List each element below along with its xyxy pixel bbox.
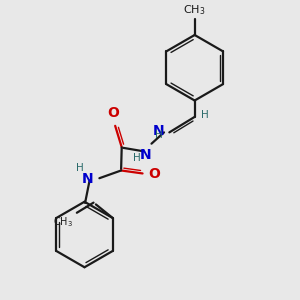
Text: N: N (140, 148, 151, 162)
Text: CH$_3$: CH$_3$ (53, 215, 73, 229)
Text: N: N (82, 172, 93, 186)
Text: H: H (155, 130, 163, 140)
Text: O: O (148, 167, 160, 181)
Text: O: O (108, 106, 120, 121)
Text: H: H (133, 153, 140, 163)
Text: CH$_3$: CH$_3$ (183, 3, 206, 17)
Text: N: N (152, 124, 164, 139)
Text: H: H (201, 110, 209, 120)
Text: H: H (76, 163, 84, 172)
